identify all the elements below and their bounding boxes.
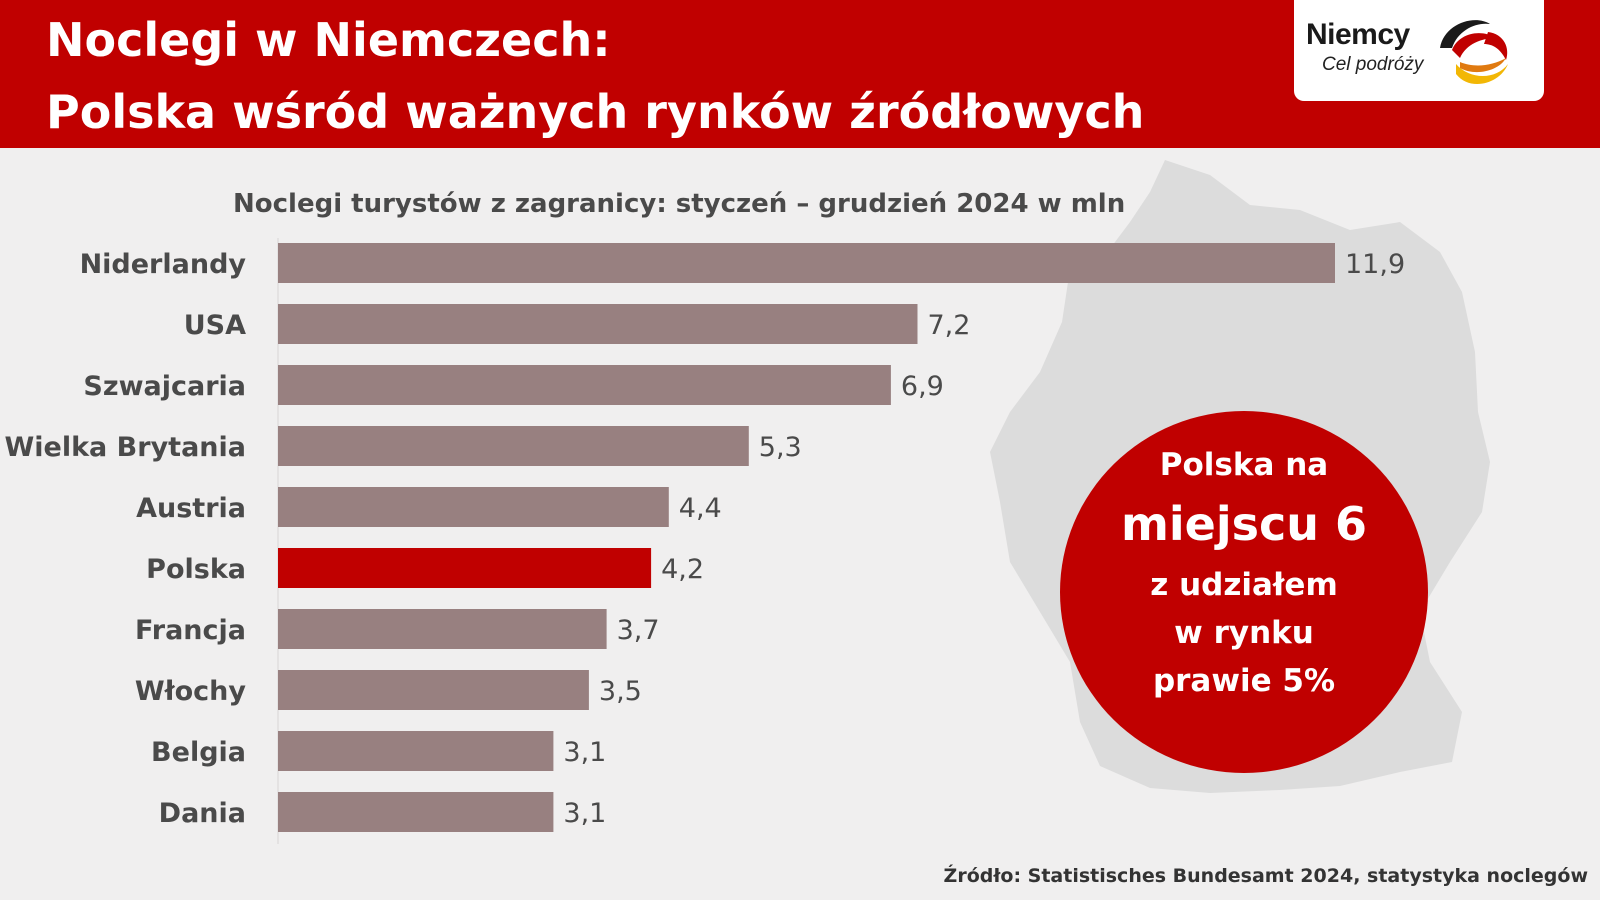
logo-wordmark: Niemcy [1306, 18, 1410, 51]
bar-usa [278, 304, 918, 344]
bar-dania [278, 792, 554, 832]
category-label-dania: Dania [159, 798, 246, 829]
bar-niderlandy [278, 243, 1335, 283]
page-title-line-1: Noclegi w Niemczech: [46, 13, 611, 67]
bar-szwajcaria [278, 365, 891, 405]
bar-belgia [278, 731, 554, 771]
logo-subtitle: Cel podróży [1322, 54, 1424, 75]
page-title-line-2: Polska wśród ważnych rynków źródłowych [46, 85, 1145, 139]
chart-title: Noclegi turystów z zagranicy: styczeń – … [233, 189, 1126, 219]
source-note: Źródło: Statistisches Bundesamt 2024, st… [943, 865, 1588, 887]
value-label-dania: 3,1 [563, 798, 606, 829]
callout-line-3: z udziałem [1150, 567, 1338, 603]
logo: Niemcy Cel podróży [1294, 0, 1544, 101]
bar-polska [278, 548, 652, 588]
value-label-francja: 3,7 [617, 615, 660, 646]
header-banner: Noclegi w Niemczech: Polska wśród ważnyc… [0, 0, 1600, 148]
category-label-niderlandy: Niderlandy [80, 249, 247, 280]
callout-line-5: prawie 5% [1152, 663, 1336, 699]
eagle-logo-icon [1440, 20, 1508, 85]
bar-francja [278, 609, 607, 649]
value-label-polska: 4,2 [661, 554, 704, 585]
value-label-usa: 7,2 [928, 310, 971, 341]
value-label-austria: 4,4 [679, 493, 722, 524]
category-label-austria: Austria [136, 493, 246, 524]
callout-line-4: w rynku [1174, 615, 1314, 651]
category-label-włochy: Włochy [135, 676, 247, 707]
callout-line-1: Polska na [1159, 447, 1329, 483]
value-label-szwajcaria: 6,9 [901, 371, 944, 402]
category-label-belgia: Belgia [151, 737, 246, 768]
category-label-usa: USA [184, 310, 246, 341]
category-label-francja: Francja [135, 615, 246, 646]
value-label-niderlandy: 11,9 [1345, 249, 1405, 280]
category-label-polska: Polska [146, 554, 246, 585]
bar-austria [278, 487, 669, 527]
bar-włochy [278, 670, 589, 710]
value-label-wielka-brytania: 5,3 [759, 432, 802, 463]
callout-line-2: miejscu 6 [1120, 497, 1368, 551]
bar-wielka-brytania [278, 426, 749, 466]
value-label-belgia: 3,1 [563, 737, 606, 768]
value-label-włochy: 3,5 [599, 676, 642, 707]
category-label-wielka-brytania: Wielka Brytania [5, 432, 247, 463]
ranking-callout-circle: Polska na miejscu 6 z udziałem w rynku p… [1060, 411, 1428, 773]
category-label-szwajcaria: Szwajcaria [83, 371, 246, 402]
